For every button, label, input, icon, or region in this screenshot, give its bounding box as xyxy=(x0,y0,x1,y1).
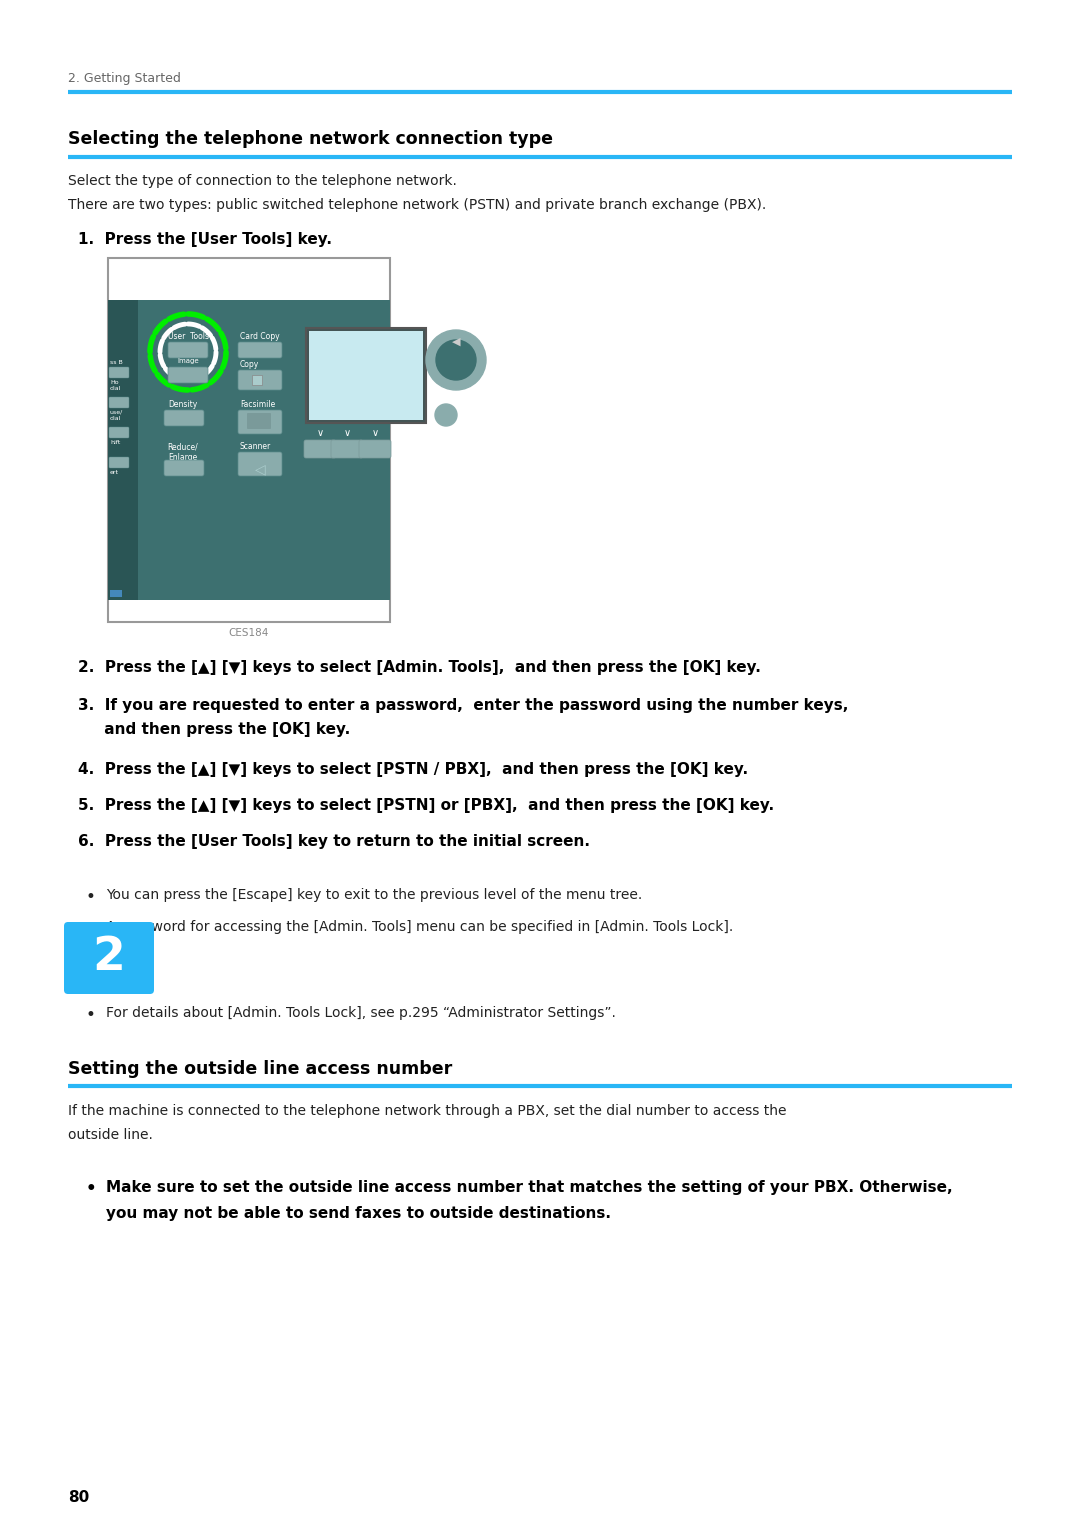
Text: •: • xyxy=(86,1007,96,1023)
Text: Facsimile: Facsimile xyxy=(240,400,275,409)
FancyBboxPatch shape xyxy=(168,342,208,358)
Text: 80: 80 xyxy=(68,1491,90,1504)
FancyBboxPatch shape xyxy=(109,368,129,378)
Text: ◀: ◀ xyxy=(451,337,460,348)
Text: Select the type of connection to the telephone network.: Select the type of connection to the tel… xyxy=(68,175,457,188)
FancyBboxPatch shape xyxy=(164,411,204,426)
Text: 1.  Press the [User Tools] key.: 1. Press the [User Tools] key. xyxy=(78,231,332,247)
FancyBboxPatch shape xyxy=(108,300,390,601)
FancyBboxPatch shape xyxy=(109,457,129,467)
Text: use/
dial: use/ dial xyxy=(110,411,123,421)
FancyBboxPatch shape xyxy=(303,440,336,458)
Circle shape xyxy=(435,404,457,426)
Text: and then press the [OK] key.: and then press the [OK] key. xyxy=(78,722,350,737)
Text: Ho
dial: Ho dial xyxy=(110,380,121,391)
FancyBboxPatch shape xyxy=(164,460,204,476)
Text: Reduce/
Enlarge: Reduce/ Enlarge xyxy=(167,443,199,463)
Text: Scanner: Scanner xyxy=(240,443,271,450)
FancyBboxPatch shape xyxy=(238,452,282,476)
Text: Card Copy: Card Copy xyxy=(240,332,280,342)
FancyBboxPatch shape xyxy=(64,922,154,994)
Text: you may not be able to send faxes to outside destinations.: you may not be able to send faxes to out… xyxy=(106,1206,611,1221)
Text: ◁: ◁ xyxy=(255,463,266,476)
Text: ∨: ∨ xyxy=(316,427,324,438)
FancyBboxPatch shape xyxy=(238,411,282,434)
Text: Escape: Escape xyxy=(432,398,460,408)
Text: •: • xyxy=(86,889,96,905)
Text: ∨: ∨ xyxy=(372,427,379,438)
FancyBboxPatch shape xyxy=(252,375,262,385)
Text: 2: 2 xyxy=(93,936,125,980)
Text: •: • xyxy=(86,1180,96,1198)
FancyBboxPatch shape xyxy=(168,368,208,383)
Text: 5.  Press the [▲] [▼] keys to select [PSTN] or [PBX],  and then press the [OK] k: 5. Press the [▲] [▼] keys to select [PST… xyxy=(78,798,774,813)
FancyBboxPatch shape xyxy=(238,342,282,358)
Text: Image: Image xyxy=(177,358,199,365)
FancyBboxPatch shape xyxy=(238,371,282,391)
FancyBboxPatch shape xyxy=(110,590,122,597)
Text: User  Tools: User Tools xyxy=(167,332,208,342)
Text: Copy: Copy xyxy=(240,360,259,369)
Text: 6.  Press the [User Tools] key to return to the initial screen.: 6. Press the [User Tools] key to return … xyxy=(78,833,590,849)
Text: •: • xyxy=(86,921,96,938)
Text: outside line.: outside line. xyxy=(68,1128,153,1141)
Text: Selecting the telephone network connection type: Selecting the telephone network connecti… xyxy=(68,130,553,149)
Text: 4.  Press the [▲] [▼] keys to select [PSTN / PBX],  and then press the [OK] key.: 4. Press the [▲] [▼] keys to select [PST… xyxy=(78,761,748,777)
FancyBboxPatch shape xyxy=(247,414,271,429)
Circle shape xyxy=(436,340,476,380)
Text: hift: hift xyxy=(110,440,120,444)
Text: 3.  If you are requested to enter a password,  enter the password using the numb: 3. If you are requested to enter a passw… xyxy=(78,699,849,712)
FancyBboxPatch shape xyxy=(330,440,363,458)
Text: ∨: ∨ xyxy=(343,427,351,438)
Text: 2.  Press the [▲] [▼] keys to select [Admin. Tools],  and then press the [OK] ke: 2. Press the [▲] [▼] keys to select [Adm… xyxy=(78,660,761,676)
FancyBboxPatch shape xyxy=(306,328,426,423)
Text: Make sure to set the outside line access number that matches the setting of your: Make sure to set the outside line access… xyxy=(106,1180,953,1195)
Text: Setting the outside line access number: Setting the outside line access number xyxy=(68,1060,453,1079)
Text: ert: ert xyxy=(110,470,119,475)
FancyBboxPatch shape xyxy=(109,427,129,438)
Text: For details about [Admin. Tools Lock], see p.295 “Administrator Settings”.: For details about [Admin. Tools Lock], s… xyxy=(106,1007,616,1020)
Text: ss B: ss B xyxy=(110,360,123,365)
Text: CES184: CES184 xyxy=(229,628,269,637)
FancyBboxPatch shape xyxy=(108,257,390,622)
FancyBboxPatch shape xyxy=(309,331,423,420)
Text: If the machine is connected to the telephone network through a PBX, set the dial: If the machine is connected to the telep… xyxy=(68,1105,786,1118)
Text: A password for accessing the [Admin. Tools] menu can be specified in [Admin. Too: A password for accessing the [Admin. Too… xyxy=(106,921,733,935)
Text: Density: Density xyxy=(168,400,198,409)
Text: You can press the [Escape] key to exit to the previous level of the menu tree.: You can press the [Escape] key to exit t… xyxy=(106,889,643,902)
Text: 2. Getting Started: 2. Getting Started xyxy=(68,72,180,84)
Circle shape xyxy=(426,329,486,391)
Text: There are two types: public switched telephone network (PSTN) and private branch: There are two types: public switched tel… xyxy=(68,198,766,211)
FancyBboxPatch shape xyxy=(108,300,138,601)
FancyBboxPatch shape xyxy=(359,440,391,458)
FancyBboxPatch shape xyxy=(109,397,129,408)
